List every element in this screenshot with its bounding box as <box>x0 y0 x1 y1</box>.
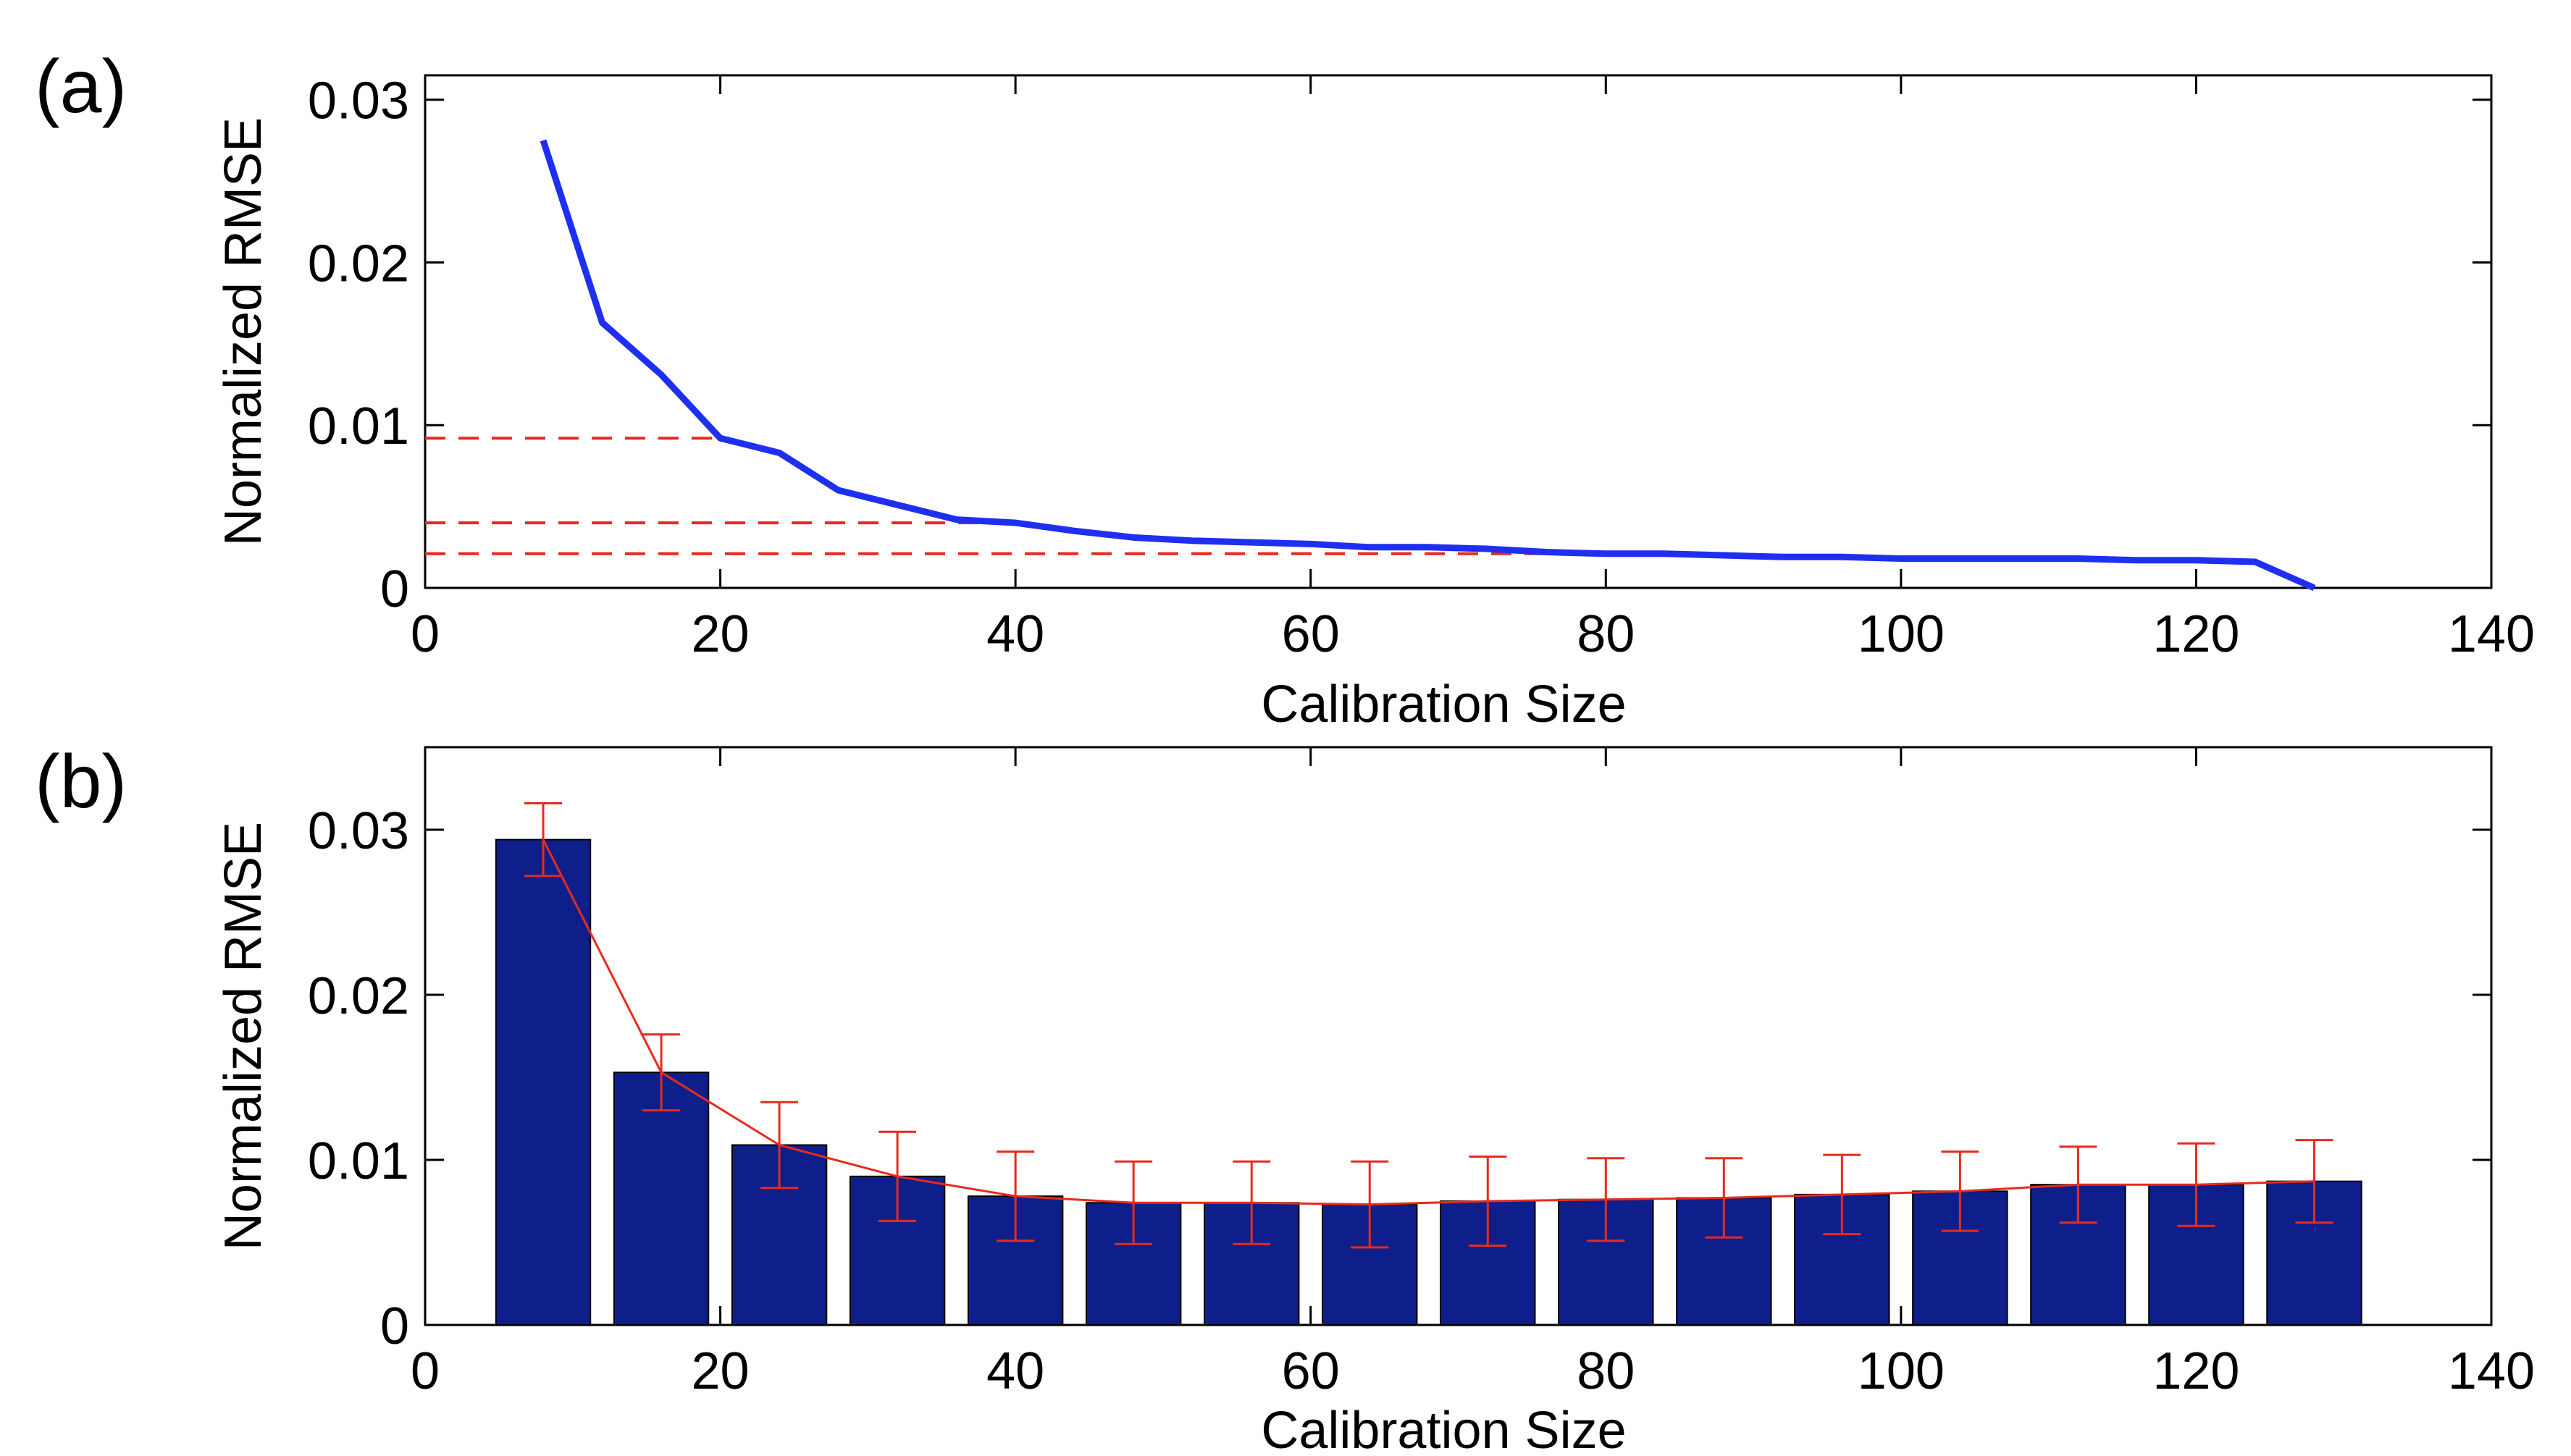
panel-b-plot: 0 20 40 60 80 100 120 140 0 0.01 0.02 0.03 <box>308 746 2535 1400</box>
error-bar <box>1115 1160 1153 1245</box>
x-tick-label: 40 <box>986 1342 1044 1400</box>
error-bar <box>2295 1139 2333 1224</box>
x-tick-label: 40 <box>986 605 1044 663</box>
panel-b-label: (b) <box>35 740 127 824</box>
x-tick-label: 100 <box>1858 605 1945 663</box>
mean-line <box>542 839 2315 1206</box>
error-bar <box>1233 1160 1271 1245</box>
error-bar <box>878 1130 917 1222</box>
x-tick-label: 120 <box>2152 1342 2239 1400</box>
x-tick-label: 60 <box>1282 605 1340 663</box>
error-bar <box>997 1150 1035 1242</box>
y-tick-label: 0.03 <box>308 802 409 860</box>
panel-b: (b) 0 20 40 60 80 100 120 140 0 0.01 0.02 0.03 Cali… <box>35 740 2535 1456</box>
error-bar <box>1469 1155 1507 1247</box>
error-bar <box>760 1101 799 1190</box>
panel-a-frame <box>424 74 2493 589</box>
x-tick-label: 80 <box>1577 605 1635 663</box>
error-bar <box>1823 1153 1861 1236</box>
panel-b-ylabel: Normalized RMSE <box>214 822 272 1250</box>
error-bar <box>1587 1157 1625 1242</box>
x-tick-label: 100 <box>1858 1342 1945 1400</box>
bar <box>495 838 592 1326</box>
y-tick-label: 0.02 <box>308 967 409 1025</box>
panel-a-xlabel: Calibration Size <box>1261 676 1626 733</box>
panel-a-label: (a) <box>35 45 127 129</box>
error-bar <box>2177 1142 2215 1227</box>
y-tick-label: 0 <box>380 560 409 618</box>
x-tick-label: 60 <box>1282 1342 1340 1400</box>
error-bar <box>642 1033 681 1112</box>
panel-b-xlabel: Calibration Size <box>1261 1402 1626 1456</box>
bar <box>613 1072 710 1326</box>
x-tick-label: 20 <box>692 1342 750 1400</box>
error-bar <box>2059 1145 2097 1224</box>
panel-a: (a) 0 20 40 60 80 100 120 140 0 0.01 0.02 0.03 Cali… <box>35 45 2535 733</box>
error-bar <box>1705 1157 1743 1239</box>
x-tick-label: 80 <box>1577 1342 1635 1400</box>
error-bar <box>1941 1150 1979 1232</box>
x-tick-label: 0 <box>411 1342 440 1400</box>
panel-a-ylabel: Normalized RMSE <box>214 117 272 546</box>
x-tick-label: 20 <box>692 605 750 663</box>
series-line <box>540 139 2316 592</box>
x-tick-label: 0 <box>411 605 440 663</box>
y-tick-label: 0 <box>380 1297 409 1355</box>
y-tick-label: 0.03 <box>308 72 409 130</box>
x-tick-label: 140 <box>2448 605 2535 663</box>
panel-a-plot: 0 20 40 60 80 100 120 140 0 0.01 0.02 0.03 <box>308 72 2535 663</box>
x-tick-label: 140 <box>2448 1342 2535 1400</box>
y-tick-label: 0.01 <box>308 397 409 455</box>
x-tick-label: 120 <box>2152 605 2239 663</box>
y-tick-label: 0.01 <box>308 1132 409 1190</box>
error-bar <box>524 802 563 878</box>
error-bar <box>1351 1160 1389 1249</box>
y-tick-label: 0.02 <box>308 235 409 293</box>
